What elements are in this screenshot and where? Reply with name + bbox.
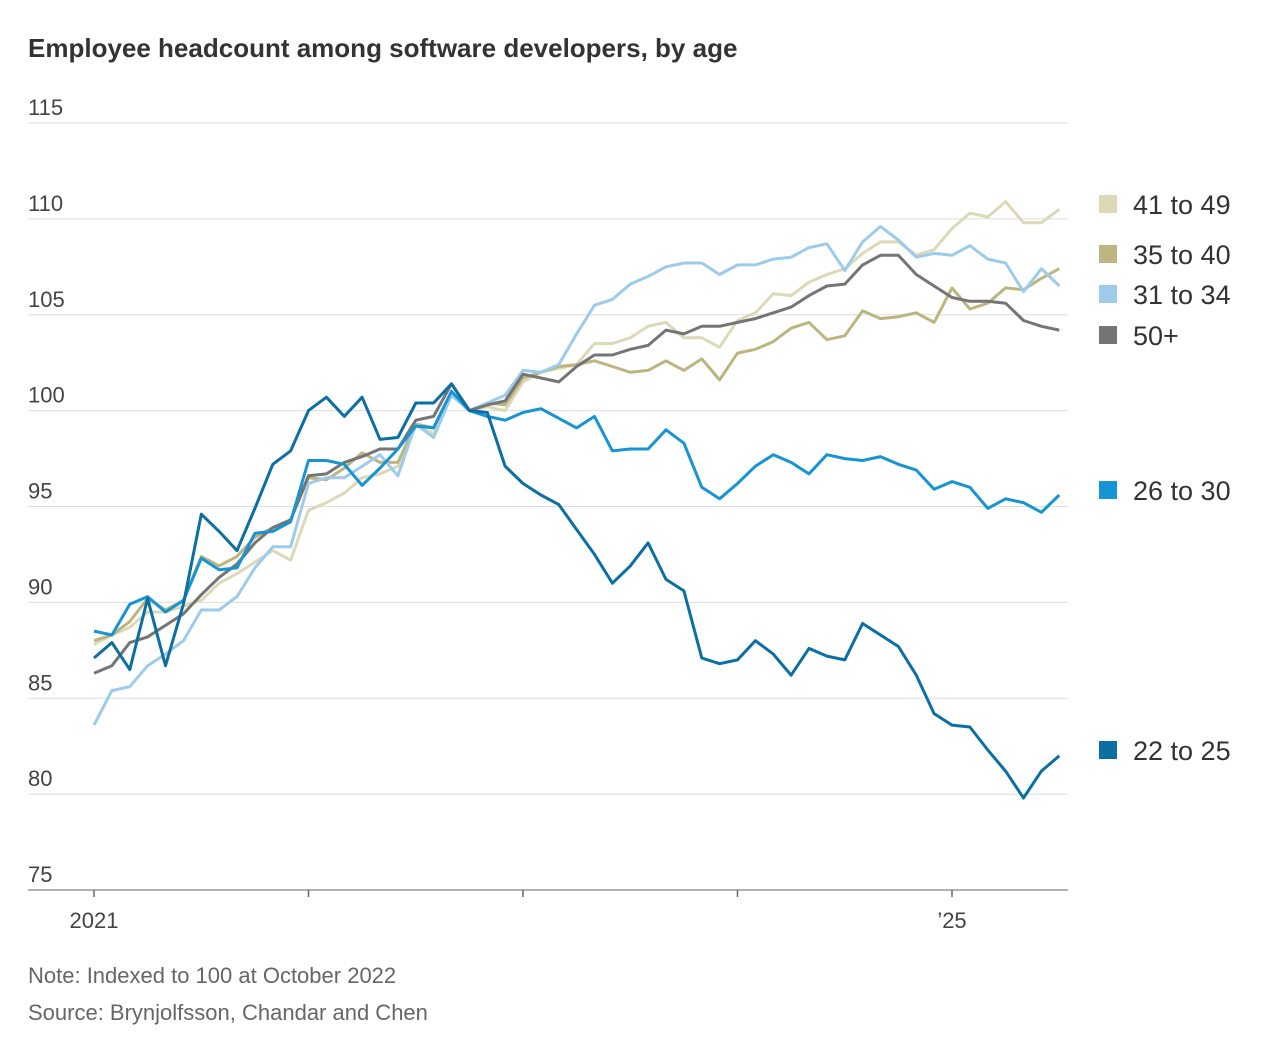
series-line [93, 200, 1061, 646]
legend-label: 50+ [1133, 321, 1179, 351]
x-tick-label: ’25 [937, 908, 966, 933]
series-line [93, 382, 1061, 800]
legend-label: 26 to 30 [1133, 476, 1231, 506]
legend-label: 31 to 34 [1133, 280, 1231, 310]
y-tick-label: 90 [28, 574, 52, 599]
legend-swatch [1099, 285, 1117, 303]
legend-label: 41 to 49 [1133, 190, 1231, 220]
y-tick-label: 115 [28, 95, 63, 120]
series-line [93, 389, 1061, 637]
series-line [92, 225, 1061, 726]
y-tick-label: 85 [28, 670, 52, 695]
legend-swatch [1099, 326, 1117, 344]
legend-label: 22 to 25 [1133, 736, 1231, 766]
legend-label: 35 to 40 [1133, 240, 1231, 270]
chart-title: Employee headcount among software develo… [28, 33, 737, 63]
x-tick-label: 2021 [70, 908, 119, 933]
source: Source: Brynjolfsson, Chandar and Chen [28, 1000, 428, 1025]
legend-swatch [1099, 195, 1117, 213]
legend-swatch [1099, 245, 1117, 263]
y-tick-label: 100 [28, 383, 65, 408]
legend-swatch [1099, 741, 1117, 759]
y-tick-label: 80 [28, 766, 52, 791]
series-line [93, 267, 1061, 643]
y-tick-label: 105 [28, 287, 65, 312]
legend-swatch [1099, 481, 1117, 499]
y-tick-label: 75 [28, 862, 52, 887]
y-tick-label: 110 [28, 191, 63, 216]
y-tick-label: 95 [28, 479, 52, 504]
note: Note: Indexed to 100 at October 2022 [28, 963, 396, 988]
series-line [93, 253, 1060, 675]
